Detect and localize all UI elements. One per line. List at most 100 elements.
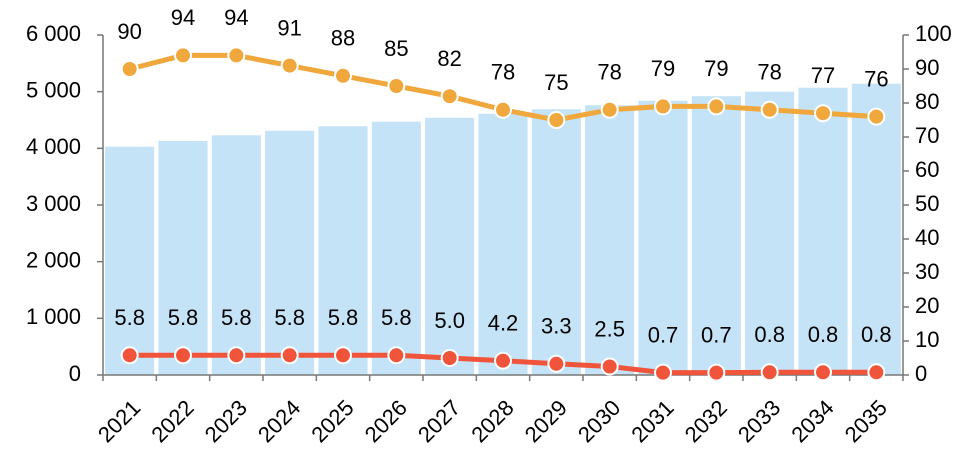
y2-tick-label: 30 bbox=[915, 259, 939, 284]
marker bbox=[280, 56, 299, 75]
marker bbox=[387, 346, 406, 365]
x-tick-label: 2030 bbox=[573, 395, 625, 447]
marker bbox=[440, 87, 459, 106]
marker bbox=[174, 46, 192, 65]
marker bbox=[600, 100, 619, 119]
data-label: 0.8 bbox=[808, 322, 839, 347]
x-tick-label: 2033 bbox=[733, 395, 785, 447]
x-tick-label: 2028 bbox=[466, 395, 518, 447]
y-tick-label: 3 000 bbox=[26, 191, 81, 216]
marker bbox=[707, 363, 726, 382]
marker bbox=[814, 104, 832, 123]
marker bbox=[867, 107, 886, 126]
x-tick-label: 2022 bbox=[146, 395, 198, 447]
x-tick-label: 2024 bbox=[253, 395, 305, 447]
data-label: 79 bbox=[651, 56, 675, 81]
x-tick-label: 2027 bbox=[413, 395, 465, 447]
x-tick-label: 2035 bbox=[840, 395, 892, 447]
bar bbox=[211, 135, 261, 375]
data-label: 5.8 bbox=[168, 305, 199, 330]
data-label: 4.2 bbox=[488, 311, 519, 336]
data-label: 76 bbox=[864, 66, 888, 91]
data-label: 78 bbox=[491, 60, 515, 85]
y-tick-label: 0 bbox=[69, 361, 81, 386]
y2-tick-label: 80 bbox=[915, 89, 939, 114]
marker bbox=[760, 100, 779, 119]
x-tick-label: 2034 bbox=[786, 395, 838, 447]
data-label: 5.0 bbox=[434, 308, 465, 333]
data-label: 0.8 bbox=[861, 322, 892, 347]
marker bbox=[334, 346, 352, 365]
data-label: 85 bbox=[384, 36, 408, 61]
marker bbox=[654, 97, 672, 116]
y2-tick-label: 90 bbox=[915, 55, 939, 80]
data-label: 0.8 bbox=[754, 322, 785, 347]
data-label: 0.7 bbox=[648, 322, 679, 347]
marker bbox=[814, 363, 832, 382]
bar bbox=[478, 113, 528, 376]
data-label: 78 bbox=[597, 60, 621, 85]
bar bbox=[531, 109, 581, 375]
data-label: 90 bbox=[117, 19, 141, 44]
y-tick-label: 5 000 bbox=[26, 77, 81, 102]
y2-tick-label: 0 bbox=[915, 361, 927, 386]
bar bbox=[318, 126, 368, 375]
data-label: 2.5 bbox=[594, 316, 625, 341]
marker bbox=[227, 46, 246, 65]
marker bbox=[120, 60, 139, 78]
marker bbox=[440, 349, 459, 367]
marker bbox=[494, 351, 512, 370]
data-label: 75 bbox=[544, 70, 568, 95]
data-label: 77 bbox=[811, 63, 835, 88]
bar bbox=[105, 146, 155, 375]
y2-tick-label: 50 bbox=[915, 191, 939, 216]
y2-tick-label: 70 bbox=[915, 123, 939, 148]
y2-tick-label: 20 bbox=[915, 293, 939, 318]
x-tick-label: 2029 bbox=[520, 395, 572, 447]
x-tick-label: 2023 bbox=[200, 395, 252, 447]
x-tick-label: 2031 bbox=[626, 395, 678, 447]
marker bbox=[334, 66, 352, 85]
data-label: 5.8 bbox=[328, 305, 359, 330]
x-tick-label: 2025 bbox=[306, 395, 358, 447]
y-tick-label: 6 000 bbox=[26, 21, 81, 46]
x-tick-label: 2021 bbox=[93, 395, 145, 447]
bar bbox=[851, 83, 901, 375]
data-label: 5.8 bbox=[114, 305, 145, 330]
bar bbox=[638, 100, 688, 375]
bar bbox=[585, 105, 635, 376]
data-label: 0.7 bbox=[701, 322, 732, 347]
data-label: 3.3 bbox=[541, 314, 572, 339]
marker bbox=[547, 354, 566, 373]
y2-tick-label: 10 bbox=[915, 327, 939, 352]
marker bbox=[494, 100, 512, 119]
y2-tick-label: 100 bbox=[915, 21, 952, 46]
data-label: 94 bbox=[171, 5, 195, 30]
bar bbox=[798, 87, 848, 375]
bar bbox=[691, 96, 741, 375]
data-label: 5.8 bbox=[221, 305, 252, 330]
marker bbox=[867, 363, 886, 382]
y-tick-label: 4 000 bbox=[26, 134, 81, 159]
bar bbox=[158, 140, 208, 375]
x-tick-label: 2026 bbox=[360, 395, 412, 447]
data-label: 79 bbox=[704, 56, 728, 81]
data-label: 91 bbox=[277, 15, 301, 40]
marker bbox=[707, 97, 726, 116]
marker bbox=[547, 111, 566, 129]
marker bbox=[120, 346, 139, 365]
data-label: 78 bbox=[757, 60, 781, 85]
bar bbox=[265, 130, 315, 375]
marker bbox=[760, 363, 779, 382]
marker bbox=[600, 357, 619, 376]
marker bbox=[227, 346, 246, 365]
y2-tick-label: 60 bbox=[915, 157, 939, 182]
data-label: 94 bbox=[224, 5, 248, 30]
data-label: 82 bbox=[437, 46, 461, 71]
data-label: 5.8 bbox=[274, 305, 305, 330]
bar bbox=[425, 117, 475, 375]
marker bbox=[280, 346, 299, 365]
bar bbox=[745, 91, 795, 376]
x-tick-label: 2032 bbox=[680, 395, 732, 447]
